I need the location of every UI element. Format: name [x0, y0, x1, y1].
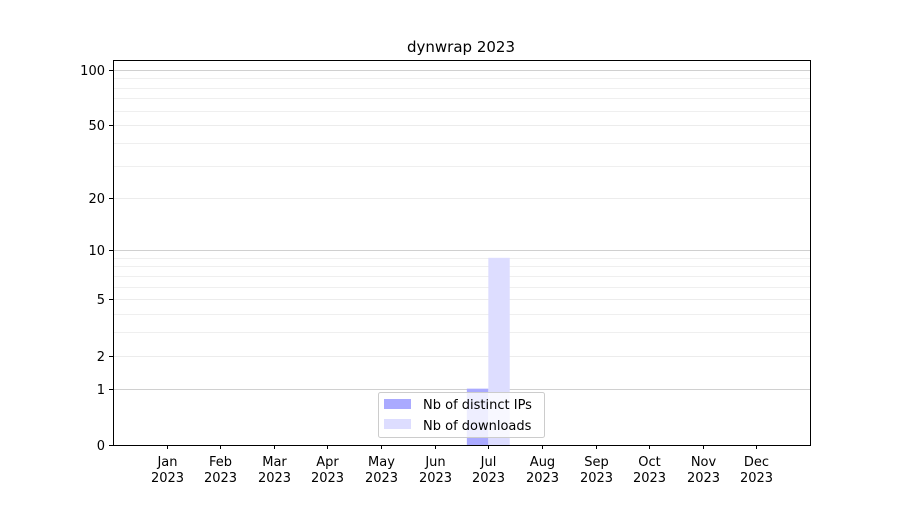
- plot-frame: [113, 60, 811, 446]
- x-tick-label: 2023: [311, 471, 344, 486]
- x-tick-label: 2023: [365, 471, 398, 486]
- y-tick-label: 1: [97, 383, 105, 398]
- y-tick-label: 2: [97, 350, 105, 365]
- y-tick-label: 20: [88, 192, 105, 207]
- x-tick-label: 2023: [151, 471, 184, 486]
- x-tick-label: May: [368, 455, 395, 470]
- x-tick-label: Jan: [156, 455, 177, 470]
- x-tick-label: Feb: [209, 455, 232, 470]
- x-tick-label: Jul: [480, 455, 497, 470]
- x-tick-label: 2023: [419, 471, 452, 486]
- gridlines: [113, 70, 810, 446]
- x-tick-label: 2023: [526, 471, 559, 486]
- x-tick-label: 2023: [687, 471, 720, 486]
- legend: Nb of distinct IPs Nb of downloads: [378, 392, 545, 438]
- y-axis: 0 1 2 5 10 20 50 100: [80, 64, 113, 454]
- y-tick-label: 10: [88, 244, 105, 259]
- x-tick-label: 2023: [472, 471, 505, 486]
- x-tick-label: Dec: [744, 455, 769, 470]
- x-tick-label: Nov: [691, 455, 717, 470]
- legend-swatch-downloads: [384, 419, 411, 429]
- chart-title: dynwrap 2023: [407, 38, 515, 56]
- x-tick-label: 2023: [204, 471, 237, 486]
- x-axis: Jan2023Feb2023Mar2023Apr2023May2023Jun20…: [151, 445, 773, 486]
- y-tick-label: 0: [97, 439, 105, 454]
- x-tick-label: Apr: [316, 455, 339, 470]
- x-tick-label: 2023: [258, 471, 291, 486]
- y-tick-label: 5: [97, 293, 105, 308]
- legend-box: [378, 392, 545, 438]
- legend-swatch-distinct-ips: [384, 399, 411, 409]
- legend-label-downloads: Nb of downloads: [423, 419, 532, 434]
- x-tick-label: 2023: [580, 471, 613, 486]
- x-tick-label: 2023: [633, 471, 666, 486]
- x-tick-label: Aug: [530, 455, 555, 470]
- x-tick-label: 2023: [740, 471, 773, 486]
- x-tick-label: Sep: [584, 455, 609, 470]
- x-tick-label: Jun: [424, 455, 445, 470]
- legend-label-distinct-ips: Nb of distinct IPs: [423, 398, 532, 413]
- y-tick-label: 50: [88, 119, 105, 134]
- x-tick-label: Mar: [262, 455, 287, 470]
- x-tick-label: Oct: [638, 455, 660, 470]
- y-tick-label: 100: [80, 64, 105, 79]
